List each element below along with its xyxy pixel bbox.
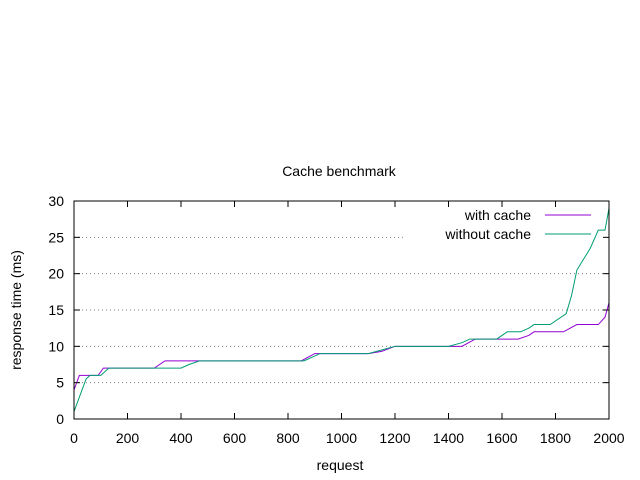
legend-label: with cache [464, 207, 531, 223]
x-tick-label: 0 [70, 430, 78, 446]
x-tick-label: 1800 [540, 430, 571, 446]
y-tick-label: 30 [48, 193, 64, 209]
x-tick-label: 1000 [326, 430, 357, 446]
x-tick-label: 800 [276, 430, 300, 446]
x-tick-label: 2000 [593, 430, 624, 446]
data-series [73, 208, 610, 412]
y-tick-label: 10 [48, 338, 64, 354]
y-tick-label: 0 [56, 411, 64, 427]
x-axis-ticks: 0 200 400 600 800 1000 1200 1400 1600 1800 2000 [70, 201, 625, 446]
x-tick-label: 1600 [486, 430, 517, 446]
y-axis-label: response time (ms) [8, 250, 24, 370]
x-tick-label: 400 [169, 430, 193, 446]
x-tick-label: 600 [223, 430, 247, 446]
x-tick-label: 200 [116, 430, 140, 446]
series-line-2 [73, 208, 610, 412]
x-tick-label: 1400 [433, 430, 464, 446]
legend-label: without cache [444, 226, 531, 242]
y-axis-ticks: 0 5 10 15 20 25 30 [48, 193, 609, 427]
y-tick-label: 15 [48, 302, 64, 318]
x-tick-label: 1200 [379, 430, 410, 446]
x-axis-label: request [317, 457, 364, 473]
legend: with cache without cache [444, 207, 591, 242]
y-tick-label: 25 [48, 229, 64, 245]
chart-title: Cache benchmark [282, 163, 397, 179]
gridlines [74, 236, 609, 384]
y-tick-label: 20 [48, 266, 64, 282]
y-tick-label: 5 [56, 375, 64, 391]
